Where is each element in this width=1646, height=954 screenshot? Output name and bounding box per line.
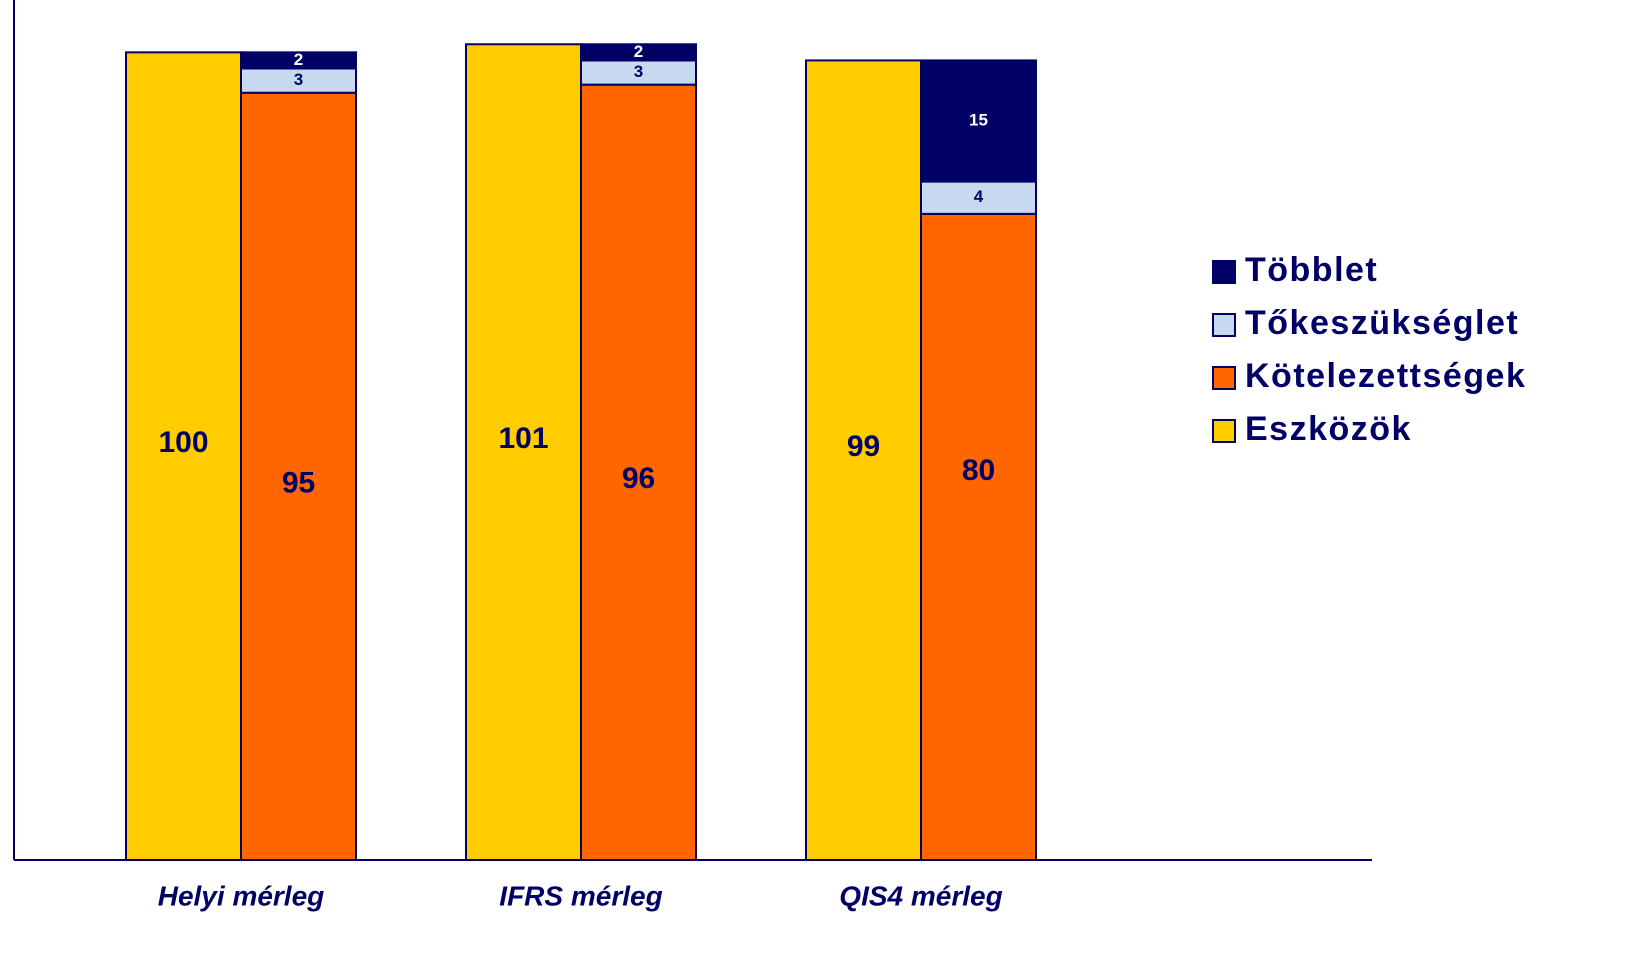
bar-tokeszukseglet-ifrs-merleg	[580, 59, 697, 86]
label-kotelezettsegek-helyi-merleg: 95	[282, 466, 315, 499]
bar-tobblet-helyi-merleg	[240, 51, 357, 70]
legend-label-kotelezettsegek: Kötelezettségek	[1245, 357, 1526, 395]
legend-label-eszkozok: Eszközök	[1245, 410, 1412, 448]
legend-label-tobblet: Többlet	[1245, 251, 1378, 289]
label-kotelezettsegek-qis4-merleg: 80	[962, 454, 995, 487]
bar-kotelezettsegek-helyi-merleg	[240, 91, 357, 861]
label-tokeszukseglet-helyi-merleg: 3	[294, 70, 303, 89]
label-eszkozok-ifrs-merleg: 101	[498, 422, 548, 455]
label-kotelezettsegek-ifrs-merleg: 96	[622, 462, 655, 495]
label-eszkozok-helyi-merleg: 100	[158, 426, 208, 459]
bar-eszkozok-ifrs-merleg	[465, 43, 582, 862]
x-tick-label-ifrs-merleg: IFRS mérleg	[499, 880, 662, 911]
legend-label-tokeszukseglet: Tőkeszükséglet	[1245, 304, 1519, 342]
axes-layer	[13, 0, 1372, 861]
x-tick-label-helyi-merleg: Helyi mérleg	[158, 880, 325, 911]
x-tick-labels: Helyi mérleg IFRS mérleg QIS4 mérleg	[158, 880, 1003, 911]
label-tobblet-qis4-merleg: 15	[969, 110, 988, 129]
x-tick-label-qis4-merleg: QIS4 mérleg	[839, 880, 1002, 911]
bar-tokeszukseglet-qis4-merleg	[920, 180, 1037, 215]
bars-layer	[125, 43, 1037, 862]
bar-eszkozok-qis4-merleg	[805, 59, 922, 861]
legend-swatch-eszkozok	[1212, 419, 1236, 443]
label-eszkozok-qis4-merleg: 99	[847, 430, 880, 463]
label-tobblet-helyi-merleg: 2	[294, 50, 303, 69]
bar-tobblet-qis4-merleg	[920, 59, 1037, 183]
legend-swatch-kotelezettsegek	[1212, 366, 1236, 390]
label-tokeszukseglet-qis4-merleg: 4	[974, 187, 984, 206]
label-tobblet-ifrs-merleg: 2	[634, 42, 643, 61]
legend-swatch-tokeszukseglet	[1212, 313, 1236, 337]
label-tokeszukseglet-ifrs-merleg: 3	[634, 62, 643, 81]
bar-eszkozok-helyi-merleg	[125, 51, 242, 862]
legend: Többlet Tőkeszükséglet Kötelezettségek Eszk…	[1212, 251, 1526, 448]
bar-kotelezettsegek-qis4-merleg	[920, 212, 1037, 861]
legend-swatch-tobblet	[1212, 260, 1236, 284]
bar-tobblet-ifrs-merleg	[580, 43, 697, 62]
